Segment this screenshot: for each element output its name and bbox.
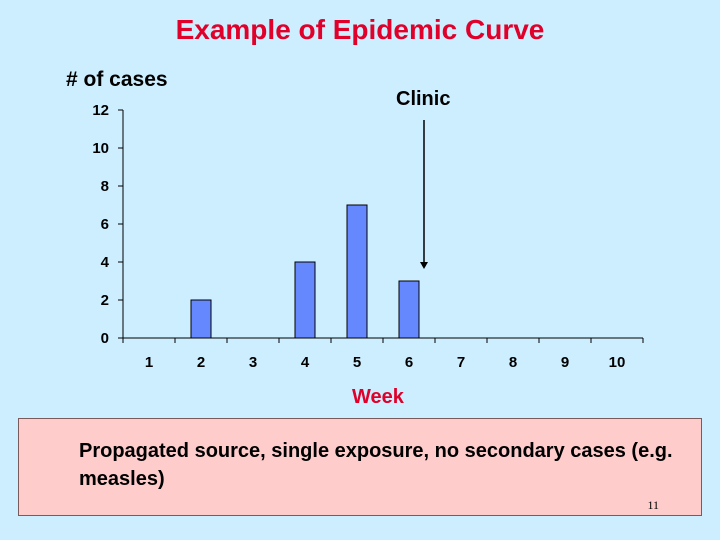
caption-box: Propagated source, single exposure, no s…: [18, 418, 702, 516]
x-tick-label: 9: [561, 354, 569, 371]
y-tick-label: 0: [101, 330, 109, 347]
clinic-annotation-label: Clinic: [396, 88, 451, 110]
bar-week-2: [190, 299, 212, 339]
slide-title: Example of Epidemic Curve: [175, 14, 545, 45]
bar-week-6: [398, 280, 420, 339]
y-tick-label: 4: [101, 254, 110, 271]
clinic-arrow-head: [420, 262, 428, 269]
x-tick-label: 2: [197, 354, 205, 371]
x-tick-label: 5: [353, 354, 361, 371]
x-tick-label: 6: [405, 354, 413, 371]
x-tick-label: 1: [145, 354, 153, 371]
y-tick-label: 6: [101, 216, 109, 233]
y-tick-label: 8: [101, 178, 109, 195]
y-tick-label: 2: [101, 292, 109, 309]
x-tick-label: 8: [509, 354, 517, 371]
y-axis-label: # of cases: [66, 68, 168, 91]
y-tick-label: 10: [92, 140, 109, 157]
y-tick-label: 12: [92, 102, 109, 119]
caption-text: Propagated source, single exposure, no s…: [79, 440, 673, 490]
bar-week-5: [346, 204, 368, 339]
x-tick-label: 7: [457, 354, 465, 371]
x-tick-label: 10: [609, 354, 626, 371]
x-tick-label: 4: [301, 354, 310, 371]
x-tick-label: 3: [249, 354, 257, 371]
bar-week-4: [294, 261, 316, 339]
x-axis-label: Week: [352, 386, 404, 408]
slide-number: 11: [647, 498, 659, 512]
